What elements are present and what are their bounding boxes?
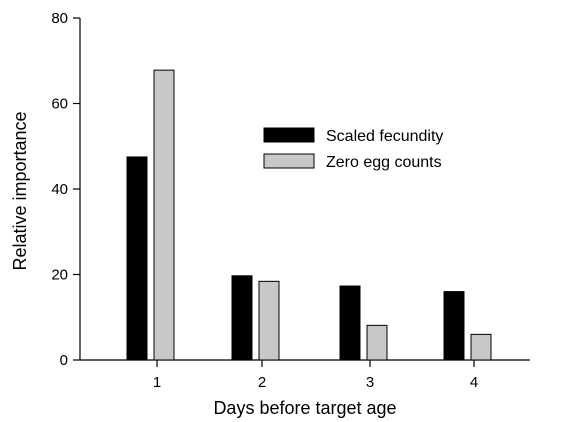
x-axis-title: Days before target age xyxy=(213,398,396,418)
x-tick-label: 3 xyxy=(366,374,374,391)
bar-scaled-fecundity-2 xyxy=(231,275,253,361)
bar-zero-egg-counts-2 xyxy=(258,280,280,361)
x-tick-label: 4 xyxy=(470,374,478,391)
y-tick-label: 80 xyxy=(51,10,68,27)
bar-zero-egg-counts-1 xyxy=(153,69,175,361)
y-tick-label: 0 xyxy=(60,352,68,369)
x-tick-label: 1 xyxy=(153,374,161,391)
bar-zero-egg-counts-4 xyxy=(470,333,492,361)
bar-scaled-fecundity-1 xyxy=(126,156,148,361)
bars xyxy=(126,69,492,361)
x-tick-label: 2 xyxy=(258,374,266,391)
y-tick-label: 40 xyxy=(51,181,68,198)
bar-scaled-fecundity-4 xyxy=(443,291,465,361)
legend: Scaled fecundity Zero egg counts xyxy=(263,127,443,171)
y-tick-label: 20 xyxy=(51,267,68,284)
y-tick-label: 60 xyxy=(51,96,68,113)
y-axis-title: Relative importance xyxy=(10,111,30,270)
legend-swatch xyxy=(263,153,315,169)
legend-label: Zero egg counts xyxy=(326,154,442,171)
legend-swatch xyxy=(263,127,315,143)
bar-scaled-fecundity-3 xyxy=(339,285,361,361)
legend-label: Scaled fecundity xyxy=(326,128,443,145)
bar-zero-egg-counts-3 xyxy=(366,324,388,361)
